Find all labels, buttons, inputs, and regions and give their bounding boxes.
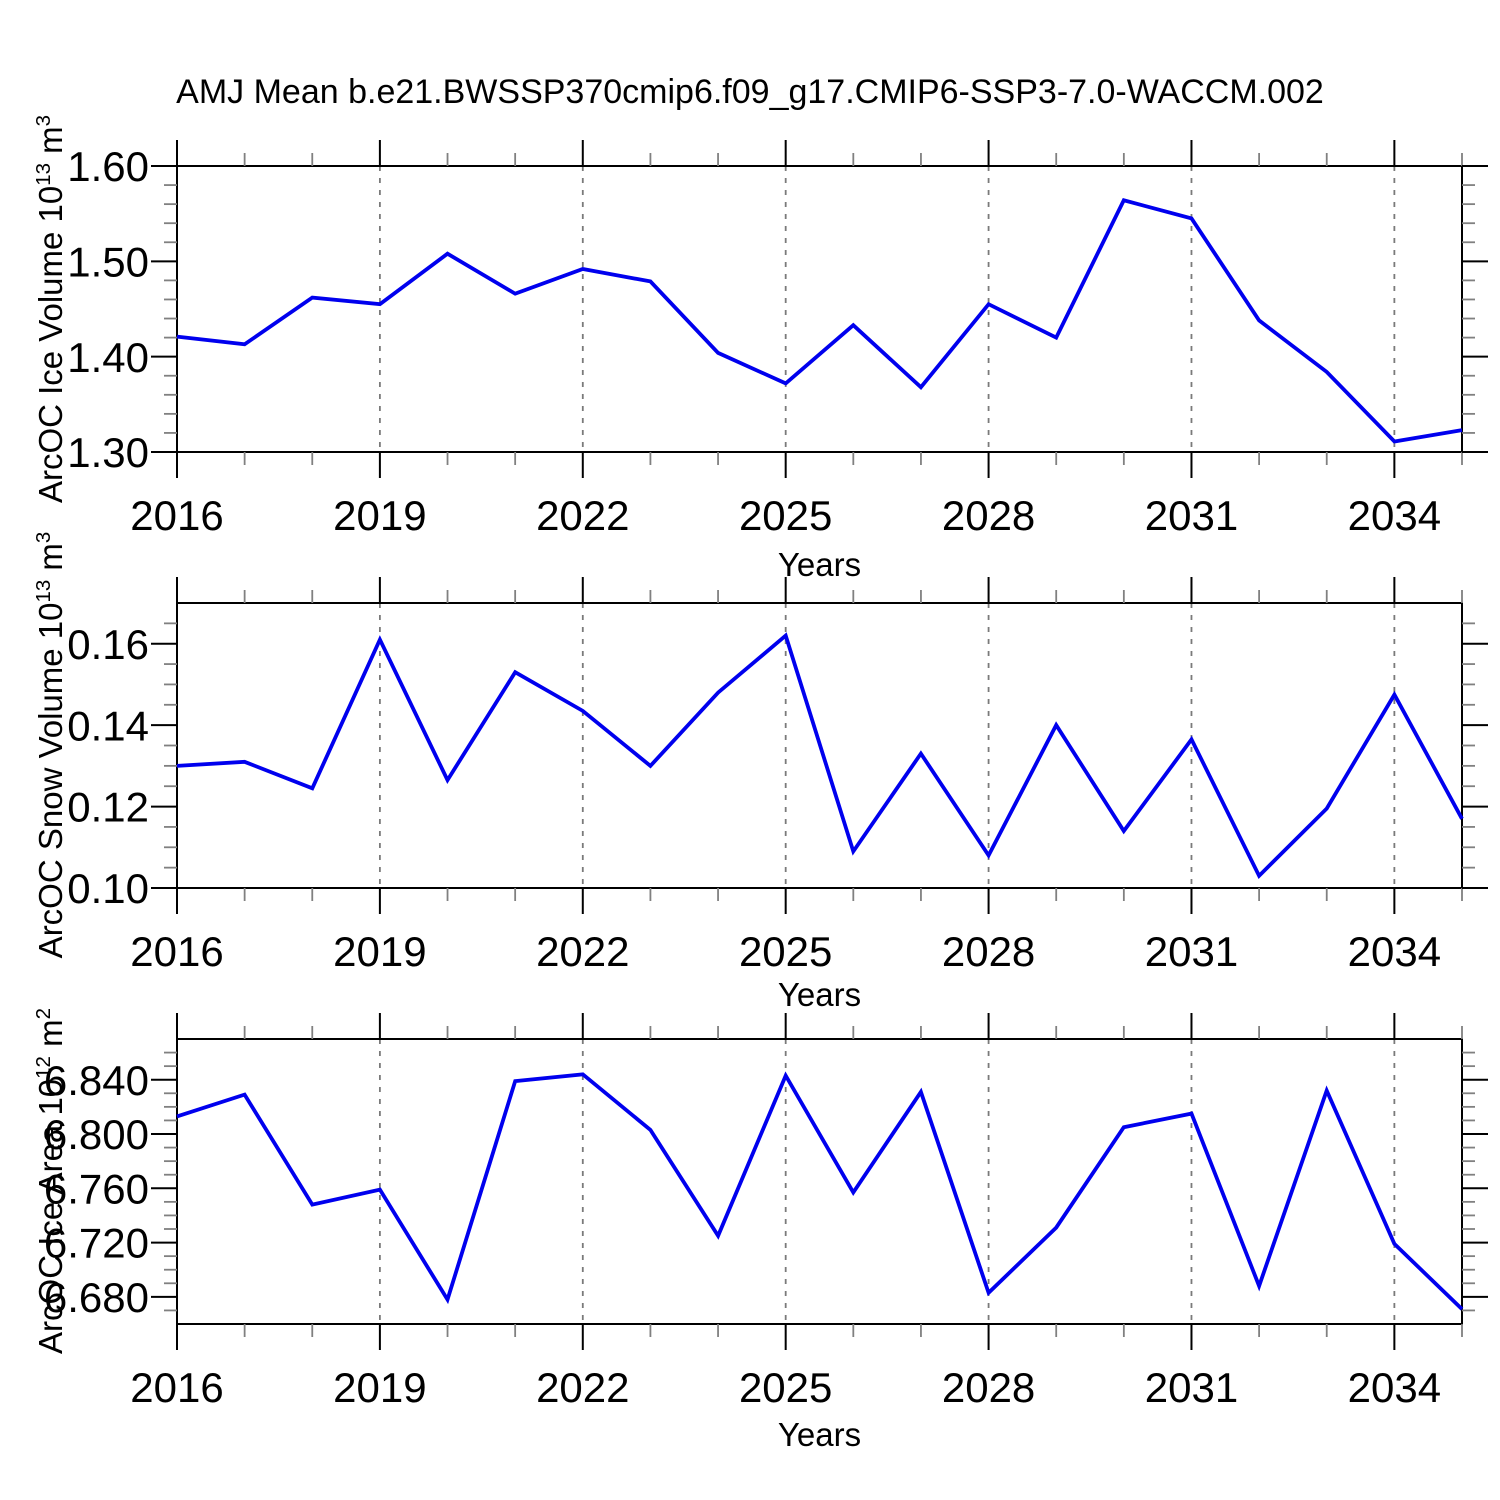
- y-tick-label: 6.840: [44, 1057, 149, 1104]
- ylabel-superscript: 13: [32, 579, 55, 603]
- plot-frame: [176, 1038, 1463, 1325]
- gridlines: [378, 166, 1396, 452]
- y-tick-label: 1.60: [67, 143, 149, 190]
- x-tick-label: 2025: [739, 928, 832, 975]
- x-tick-label: 2019: [333, 1364, 426, 1411]
- ylabel-superscript: 3: [32, 114, 55, 127]
- x-tick-label: 2031: [1145, 1364, 1238, 1411]
- y-tick-label: 6.800: [44, 1111, 149, 1158]
- y-tick-label: 6.720: [44, 1220, 149, 1267]
- y-tick-label: 0.12: [67, 784, 149, 831]
- ylabel-superscript: 3: [32, 531, 55, 544]
- y-tick-label: 0.14: [67, 702, 149, 749]
- ylabel-text: ArcOC Snow Volume 10: [32, 602, 69, 959]
- y-ticks: [151, 622, 1488, 889]
- ylabel-superscript: 13: [32, 163, 55, 186]
- x-tick-label: 2016: [130, 492, 223, 539]
- y-axis-title-snow-volume: ArcOC Snow Volume 1013 m3: [23, 495, 69, 995]
- y-ticks: [151, 165, 1488, 453]
- x-tick-label: 2025: [739, 492, 832, 539]
- x-tick-label: 2031: [1145, 492, 1238, 539]
- y-ticks: [151, 1051, 1488, 1312]
- x-tick-labels: 2016 2019 2022 2025 2028 2031 2034: [130, 492, 1441, 539]
- x-axis-title-bottom: Years: [777, 1416, 862, 1453]
- x-tick-label: 2028: [942, 928, 1035, 975]
- series-line-ice-volume: [176, 198, 1463, 444]
- ylabel-text: ArcOC Ice Area 10: [32, 1078, 69, 1354]
- ylabel-text: m: [32, 543, 69, 580]
- plot-frame: [176, 165, 1463, 453]
- y-tick-label: 6.760: [44, 1165, 149, 1212]
- x-axis-title-top: Years: [777, 546, 862, 583]
- gridlines: [378, 1039, 1396, 1324]
- x-ticks: [176, 577, 1463, 914]
- ylabel-text: m: [32, 1019, 69, 1057]
- x-tick-label: 2028: [942, 1364, 1035, 1411]
- x-tick-label: 2034: [1348, 492, 1441, 539]
- ylabel-superscript: 2: [32, 1008, 55, 1020]
- x-axis-title-middle: Years: [777, 976, 862, 1013]
- series-line-snow-volume: [176, 632, 1464, 880]
- x-tick-label: 2031: [1145, 928, 1238, 975]
- ylabel-text: ArcOC Ice Volume 10: [32, 185, 69, 504]
- y-tick-label: 6.680: [44, 1274, 149, 1321]
- x-tick-label: 2034: [1348, 1364, 1441, 1411]
- y-tick-label: 0.16: [67, 621, 149, 668]
- x-tick-label: 2022: [536, 492, 629, 539]
- x-tick-label: 2019: [333, 928, 426, 975]
- y-tick-label: 1.50: [67, 238, 149, 285]
- panel-ice-volume: 1.30 1.40 1.50 1.60 2016 2019 2022 2025 2028 2031…: [67, 140, 1488, 539]
- x-tick-label: 2016: [130, 1364, 223, 1411]
- x-tick-label: 2022: [536, 928, 629, 975]
- x-tick-labels: 2016 2019 2022 2025 2028 2031 2034: [130, 928, 1441, 975]
- x-ticks: [176, 1013, 1463, 1350]
- x-ticks: [176, 140, 1463, 478]
- y-axis-title-ice-volume: ArcOC Ice Volume 1013 m3: [23, 59, 69, 559]
- y-tick-label: 1.30: [67, 429, 149, 476]
- x-tick-label: 2019: [333, 492, 426, 539]
- x-tick-labels: 2016 2019 2022 2025 2028 2031 2034: [130, 1364, 1441, 1411]
- panel-snow-volume: 0.10 0.12 0.14 0.16 2016 2019 2022 2025 2028 2031…: [67, 577, 1488, 975]
- x-tick-label: 2025: [739, 1364, 832, 1411]
- y-tick-labels: 1.30 1.40 1.50 1.60: [67, 143, 149, 476]
- y-tick-label: 0.10: [67, 865, 149, 912]
- ylabel-superscript: 12: [32, 1056, 55, 1079]
- y-axis-title-ice-area: ArcOC Ice Area 1012 m2: [23, 931, 69, 1431]
- panel-ice-area: 6.680 6.720 6.760 6.800 6.840 2016 2019 2022 202…: [44, 1013, 1488, 1411]
- x-tick-label: 2028: [942, 492, 1035, 539]
- ylabel-text: m: [32, 126, 69, 163]
- y-tick-labels: 6.680 6.720 6.760 6.800 6.840: [44, 1057, 149, 1321]
- y-tick-labels: 0.10 0.12 0.14 0.16: [67, 621, 149, 912]
- x-tick-label: 2016: [130, 928, 223, 975]
- x-tick-label: 2022: [536, 1364, 629, 1411]
- series-line-ice-area: [176, 1071, 1464, 1311]
- y-tick-label: 1.40: [67, 334, 149, 381]
- x-tick-label: 2034: [1348, 928, 1441, 975]
- figure-title: AMJ Mean b.e21.BWSSP370cmip6.f09_g17.CMI…: [176, 73, 1324, 111]
